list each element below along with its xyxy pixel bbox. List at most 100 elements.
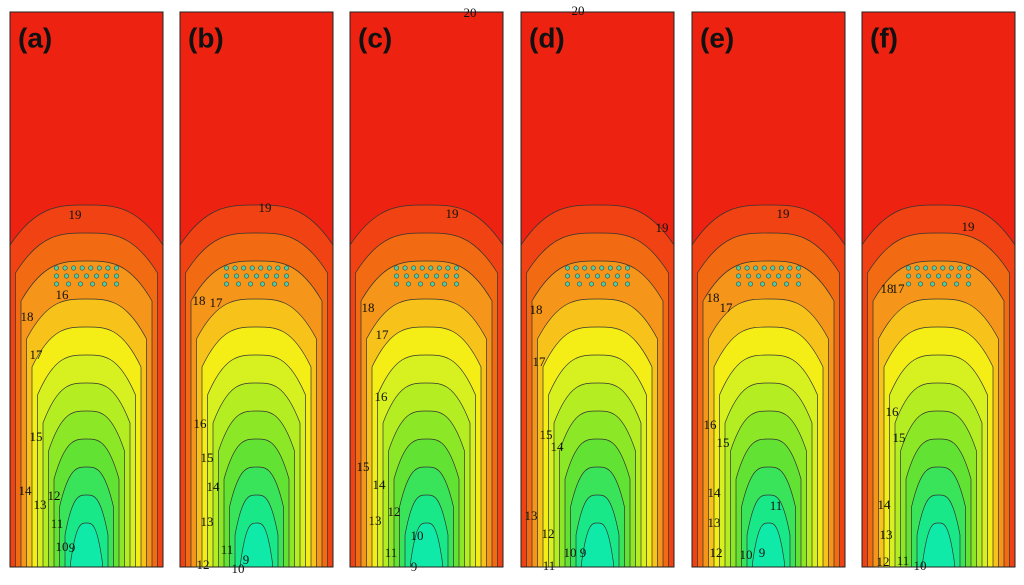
sensor-dot	[796, 265, 801, 271]
sensor-dot	[954, 281, 959, 287]
sensor-dot	[411, 265, 417, 271]
sensor-dot	[258, 265, 264, 271]
sensor-dot	[766, 273, 771, 279]
contour-label: 14	[373, 477, 387, 492]
contour-label: 14	[878, 497, 892, 512]
sensor-dot	[940, 265, 946, 271]
contour-label: 11	[221, 542, 234, 557]
sensor-dot	[418, 281, 423, 287]
sensor-dot	[394, 273, 399, 279]
sensor-dot	[114, 281, 119, 287]
contour-label: 18	[707, 290, 720, 305]
sensor-dot	[784, 281, 789, 287]
sensor-dot	[284, 281, 289, 287]
sensor-dot	[595, 273, 600, 279]
sensor-dot	[605, 273, 610, 279]
sensor-dot	[966, 281, 971, 287]
contour-label: 20	[464, 5, 477, 20]
contour-label: 11	[770, 498, 783, 513]
sensor-dot	[434, 273, 439, 279]
sensor-dot	[114, 265, 119, 271]
contour-label: 9	[580, 545, 587, 560]
sensor-dot	[589, 281, 594, 287]
contour-label: 19	[656, 220, 669, 235]
sensor-dot	[248, 281, 253, 287]
contour-label: 11	[385, 545, 398, 560]
sensor-dot	[615, 273, 620, 279]
contour-label: 9	[69, 540, 76, 555]
sensor-dot	[926, 273, 931, 279]
contour-label: 19	[446, 206, 459, 221]
contour-label: 16	[194, 416, 208, 431]
sensor-dot	[601, 281, 606, 287]
contour-band	[240, 522, 273, 568]
sensor-dot	[96, 265, 102, 271]
sensor-dot	[445, 265, 451, 271]
sensor-dot	[923, 265, 929, 271]
sensor-dot	[64, 273, 69, 279]
sensor-dot	[419, 265, 425, 271]
contour-label: 17	[533, 354, 547, 369]
contour-label: 14	[708, 485, 722, 500]
contour-label: 9	[411, 559, 418, 574]
contour-label: 17	[376, 327, 390, 342]
sensor-dot	[90, 281, 95, 287]
contour-label: 13	[369, 513, 382, 528]
sensor-dot	[62, 265, 68, 271]
sensor-dot	[957, 265, 963, 271]
sensor-dot	[914, 265, 920, 271]
sensor-dot	[424, 273, 429, 279]
sensor-dot	[444, 273, 449, 279]
sensor-dot	[916, 273, 921, 279]
sensor-dot	[575, 273, 580, 279]
sensor-dot	[88, 265, 94, 271]
sensor-dot	[770, 265, 776, 271]
sensor-dot	[786, 273, 791, 279]
contour-label: 16	[56, 287, 70, 302]
sensor-dot	[582, 265, 588, 271]
sensor-dot	[104, 273, 109, 279]
sensor-dot	[565, 281, 570, 287]
contour-label: 17	[720, 300, 734, 315]
contour-label: 15	[893, 430, 906, 445]
panel-label: (c)	[358, 22, 392, 53]
contour-label: 15	[30, 429, 43, 444]
sensor-dot	[74, 273, 79, 279]
contour-label: 12	[542, 526, 555, 541]
sensor-dot	[625, 265, 630, 271]
sensor-dot	[753, 265, 759, 271]
sensor-dot	[772, 281, 777, 287]
panel: (b) 19 18 17 16 15 14 13 11 12 109	[179, 11, 334, 576]
sensor-dot	[931, 265, 937, 271]
sensor-dot	[565, 265, 570, 271]
sensor-dot	[71, 265, 77, 271]
contour-label: 13	[880, 527, 893, 542]
sensor-dot	[224, 273, 229, 279]
panel-frame	[349, 11, 504, 568]
contour-label: 18	[362, 300, 375, 315]
contour-label: 13	[525, 508, 538, 523]
contour-label: 10	[564, 545, 577, 560]
sensor-dot	[625, 273, 630, 279]
contour-label: 12	[48, 488, 61, 503]
contour-band	[70, 522, 103, 568]
sensor-dot	[102, 281, 107, 287]
sensor-dot	[275, 265, 281, 271]
contour-label: 19	[962, 219, 975, 234]
sensor-dot	[442, 281, 447, 287]
contour-band	[410, 522, 443, 568]
sensor-dot	[796, 281, 801, 287]
sensor-dot	[736, 265, 741, 271]
sensor-dot	[906, 281, 911, 287]
sensor-dot	[454, 281, 459, 287]
sensor-dot	[946, 273, 951, 279]
sensor-dot	[776, 273, 781, 279]
contour-label: 10	[56, 539, 69, 554]
sensor-dot	[402, 265, 408, 271]
sensor-dot	[394, 281, 399, 287]
contour-label: 10	[411, 528, 424, 543]
sensor-dot	[224, 281, 229, 287]
sensor-dot	[760, 281, 765, 287]
